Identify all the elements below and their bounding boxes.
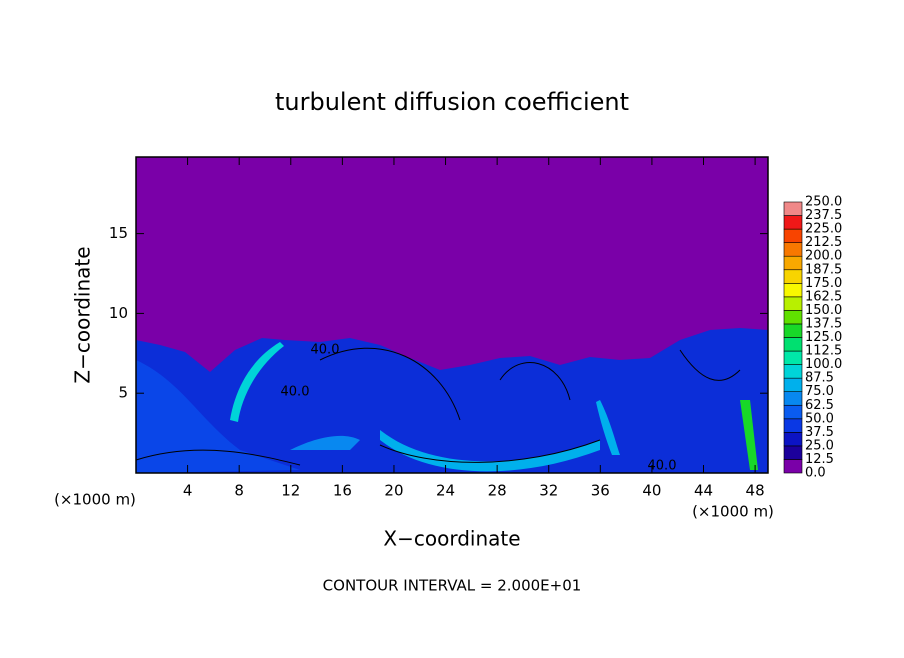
footer-note: CONTOUR INTERVAL = 2.000E+01 [323, 577, 582, 595]
x-unit-label: (×1000 m) [54, 491, 136, 509]
colorbar-box [783, 228, 803, 243]
field-streak [740, 400, 758, 470]
colorbar-label: 212.5 [805, 235, 842, 250]
y-tick-label: 10 [109, 304, 128, 322]
colorbar-label: 162.5 [805, 289, 842, 304]
contour-line [379, 439, 601, 463]
x-unit-label: (×1000 m) [692, 503, 774, 521]
x-tick-label: 12 [281, 482, 300, 500]
colorbar-label: 12.5 [805, 452, 834, 467]
colorbar-label: 25.0 [805, 438, 834, 453]
colorbar-label: 187.5 [805, 262, 842, 277]
contour-line [319, 347, 461, 421]
x-tick-label: 8 [234, 482, 244, 500]
colorbar-box [783, 418, 803, 433]
field [135, 157, 768, 473]
colorbar-label: 225.0 [805, 222, 842, 237]
x-tick-label: 36 [591, 482, 610, 500]
field-patch [136, 360, 300, 473]
colorbar-label: 200.0 [805, 249, 842, 264]
colorbar-box [783, 459, 803, 474]
x-tick-label: 24 [436, 482, 455, 500]
colorbar-box [783, 377, 803, 392]
x-tick-label: 48 [746, 482, 765, 500]
colorbar-label: 150.0 [805, 303, 842, 318]
x-tick-label: 4 [183, 482, 193, 500]
y-tick-label: 15 [109, 224, 128, 242]
colorbar-label: 112.5 [805, 344, 842, 359]
colorbar-box [783, 215, 803, 230]
y-axis-title: Z−coordinate [71, 246, 95, 383]
colorbar-label: 37.5 [805, 425, 834, 440]
colorbar-box [783, 432, 803, 447]
contour-label: 40.0 [311, 343, 340, 358]
colorbar-box [783, 445, 803, 460]
colorbar-label: 50.0 [805, 411, 834, 426]
colorbar-label: 137.5 [805, 316, 842, 331]
colorbar-label: 75.0 [805, 384, 834, 399]
field-streak [230, 342, 284, 422]
colorbar-label: 62.5 [805, 398, 834, 413]
contour-line [499, 362, 571, 401]
colorbar-label: 250.0 [805, 195, 842, 210]
colorbar-box [783, 337, 803, 352]
colorbar-label: 87.5 [805, 371, 834, 386]
colorbar-box [783, 282, 803, 298]
x-tick-label: 32 [539, 482, 558, 500]
field-streak [290, 435, 360, 450]
colorbar-label: 0.0 [805, 466, 826, 481]
colorbar-label: 100.0 [805, 357, 842, 372]
colorbar-box [783, 242, 803, 257]
chart-title: turbulent diffusion coefficient [275, 88, 629, 116]
field-streak [380, 430, 600, 472]
colorbar-label: 237.5 [805, 208, 842, 223]
y-tick-label: 5 [118, 384, 128, 402]
colorbar-box [783, 310, 803, 325]
x-tick-label: 40 [642, 482, 661, 500]
colorbar-box [783, 323, 803, 338]
contour-label: 40.0 [281, 385, 310, 400]
field-streak [596, 400, 620, 455]
colorbar-box [783, 255, 803, 271]
colorbar-box [783, 350, 803, 365]
x-tick-label: 28 [488, 482, 507, 500]
colorbar-box [783, 404, 803, 420]
x-tick-label: 20 [384, 482, 403, 500]
colorbar-label: 125.0 [805, 330, 842, 345]
x-axis-title: X−coordinate [383, 527, 520, 551]
colorbar-box [783, 269, 803, 284]
colorbar-box [783, 201, 803, 216]
plot-frame [135, 156, 769, 474]
colorbar-box [783, 391, 803, 406]
colorbar-box [783, 296, 803, 311]
x-tick-label: 44 [694, 482, 713, 500]
colorbar-box [783, 364, 803, 379]
contour-line [679, 349, 741, 381]
x-tick-label: 16 [333, 482, 352, 500]
contour-label: 40.0 [648, 459, 677, 474]
contour-line [135, 449, 301, 466]
colorbar-label: 175.0 [805, 276, 842, 291]
